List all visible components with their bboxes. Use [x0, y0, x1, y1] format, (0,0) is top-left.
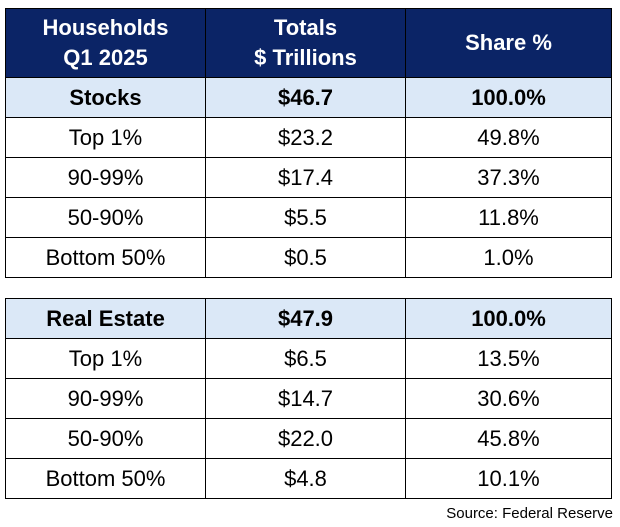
row-share: 49.8% — [405, 117, 612, 158]
row-total: $23.2 — [205, 117, 406, 158]
row-share: 37.3% — [405, 157, 612, 198]
table-row: Bottom 50% $4.8 10.1% — [5, 458, 612, 499]
total-row: Stocks $46.7 100.0% — [5, 77, 612, 118]
table-row: Top 1% $6.5 13.5% — [5, 338, 612, 379]
row-total: $17.4 — [205, 157, 406, 198]
total-value: $46.7 — [205, 77, 406, 118]
row-share: 45.8% — [405, 418, 612, 459]
row-label: 90-99% — [5, 378, 206, 419]
row-label: Top 1% — [5, 338, 206, 379]
row-total: $5.5 — [205, 197, 406, 238]
header-totals: Totals $ Trillions — [205, 8, 406, 78]
table-row: Top 1% $23.2 49.8% — [5, 117, 612, 158]
row-total: $4.8 — [205, 458, 406, 499]
header-share: Share % — [405, 8, 612, 78]
row-label: 50-90% — [5, 418, 206, 459]
header-row: Households Q1 2025 Totals $ Trillions Sh… — [5, 8, 612, 78]
table-row: 50-90% $5.5 11.8% — [5, 197, 612, 238]
total-share: 100.0% — [405, 298, 612, 339]
header-households-line2: Q1 2025 — [63, 45, 148, 70]
total-share: 100.0% — [405, 77, 612, 118]
row-share: 13.5% — [405, 338, 612, 379]
row-share: 11.8% — [405, 197, 612, 238]
total-row: Real Estate $47.9 100.0% — [5, 298, 612, 339]
total-label: Stocks — [5, 77, 206, 118]
table-row: 90-99% $14.7 30.6% — [5, 378, 612, 419]
header-households-line1: Households — [42, 15, 169, 40]
total-value: $47.9 — [205, 298, 406, 339]
header-totals-line1: Totals — [273, 15, 338, 40]
row-total: $14.7 — [205, 378, 406, 419]
stocks-table: Households Q1 2025 Totals $ Trillions Sh… — [5, 8, 612, 278]
row-label: 50-90% — [5, 197, 206, 238]
header-households: Households Q1 2025 — [5, 8, 206, 78]
table-row: 90-99% $17.4 37.3% — [5, 157, 612, 198]
row-label: 90-99% — [5, 157, 206, 198]
row-share: 1.0% — [405, 237, 612, 278]
row-total: $0.5 — [205, 237, 406, 278]
row-label: Bottom 50% — [5, 237, 206, 278]
real-estate-table: Real Estate $47.9 100.0% Top 1% $6.5 13.… — [5, 298, 612, 499]
table-row: 50-90% $22.0 45.8% — [5, 418, 612, 459]
row-total: $22.0 — [205, 418, 406, 459]
row-label: Bottom 50% — [5, 458, 206, 499]
total-label: Real Estate — [5, 298, 206, 339]
source-note: Source: Federal Reserve — [446, 505, 613, 522]
row-total: $6.5 — [205, 338, 406, 379]
header-totals-line2: $ Trillions — [254, 45, 357, 70]
row-share: 30.6% — [405, 378, 612, 419]
row-label: Top 1% — [5, 117, 206, 158]
row-share: 10.1% — [405, 458, 612, 499]
table-row: Bottom 50% $0.5 1.0% — [5, 237, 612, 278]
